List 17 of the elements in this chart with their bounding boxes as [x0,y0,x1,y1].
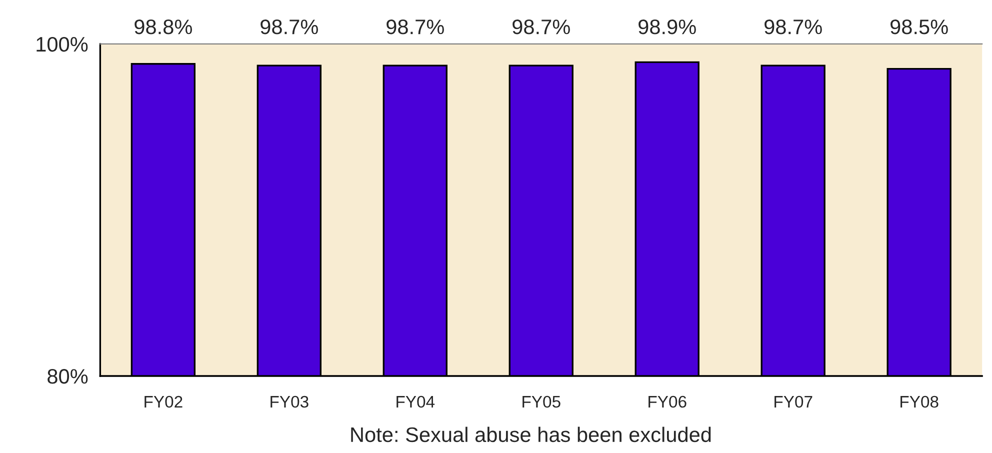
x-tick-label: FY07 [774,396,812,408]
y-tick-label: 100% [36,36,88,52]
data-label: 98.7% [764,20,822,34]
x-tick-label: FY02 [144,396,182,408]
data-label: 98.9% [638,20,696,34]
x-tick-label: FY05 [522,396,560,408]
data-label: 98.7% [512,20,570,34]
data-label: 98.5% [890,20,948,34]
text: Note: Sexual abuse has been excluded [351,426,711,442]
data-label: 98.8% [134,20,192,34]
x-tick-label: FY08 [900,396,938,408]
x-tick-label: FY03 [270,396,308,408]
y-tick-label: 80% [48,368,88,384]
data-label: 98.7% [260,20,318,34]
x-tick-label: FY04 [396,396,435,408]
data-label: 98.7% [386,20,444,34]
x-tick-label: FY06 [648,396,686,408]
